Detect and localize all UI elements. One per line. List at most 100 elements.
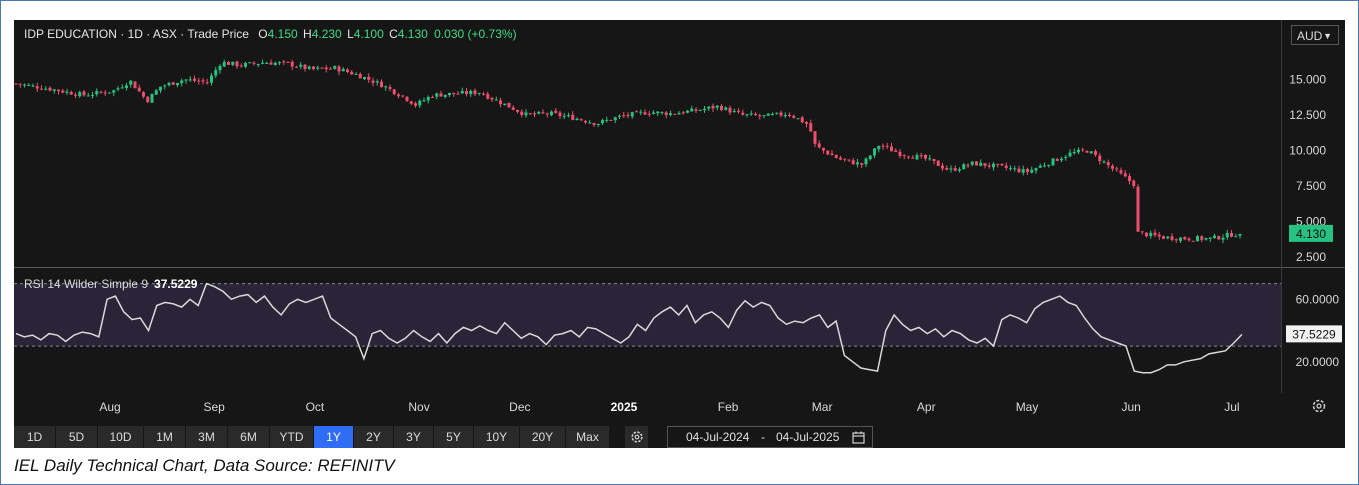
timeframe-button-1d[interactable]: 1D (14, 426, 56, 448)
candle (554, 108, 558, 114)
candle (524, 109, 528, 118)
candle (669, 110, 672, 117)
candle (91, 91, 94, 99)
candle (244, 61, 247, 69)
date-to[interactable]: 04-Jul-2025 (776, 430, 840, 444)
timeframe-button-1y[interactable]: 1Y (314, 426, 354, 448)
legend-open-label: O (258, 27, 268, 41)
rsi-chart[interactable]: 60.0000 20.0000 37.5229 (14, 268, 1345, 393)
x-tick-label: Feb (718, 400, 739, 414)
candle (116, 86, 120, 92)
timeframe-button-3m[interactable]: 3M (186, 426, 228, 448)
calendar-icon[interactable] (852, 431, 865, 444)
candle (99, 90, 103, 94)
timeframe-button-10d[interactable]: 10D (98, 426, 144, 448)
timeframe-button-max[interactable]: Max (566, 426, 610, 448)
timeframe-button-ytd[interactable]: YTD (270, 426, 314, 448)
candle (575, 117, 579, 121)
candle (1055, 157, 1059, 162)
candle (520, 109, 524, 118)
candle (261, 59, 264, 65)
currency-button[interactable]: AUD ▼ (1291, 25, 1339, 45)
candle (647, 111, 651, 117)
candle (388, 84, 392, 92)
chart-settings-button[interactable] (625, 426, 649, 448)
timeframe-button-5d[interactable]: 5D (56, 426, 98, 448)
candle (1085, 150, 1089, 153)
legend-close-label: C (389, 27, 398, 41)
candle (367, 73, 371, 83)
timeframe-button-3y[interactable]: 3Y (394, 426, 434, 448)
candle (945, 165, 949, 171)
candle (439, 90, 443, 97)
candle (762, 115, 766, 119)
candle (256, 63, 260, 68)
candle (303, 64, 307, 72)
candle (112, 89, 116, 97)
timeframe-toolbar: 04-Jul-2024 - 04-Jul-2025 1D 5D 10D 1M 3M 6M Y… (14, 423, 1345, 448)
candle (558, 110, 562, 119)
candle (290, 59, 294, 71)
candle (715, 105, 719, 111)
candle (843, 158, 847, 162)
pane-divider[interactable] (14, 267, 1345, 268)
candle (1234, 233, 1238, 238)
candle (176, 82, 179, 88)
timeframe-button-5y[interactable]: 5Y (434, 426, 474, 448)
candle (397, 92, 400, 99)
candle (218, 64, 222, 74)
candle (1051, 158, 1055, 166)
date-range-picker[interactable]: 04-Jul-2024 - 04-Jul-2025 (667, 426, 873, 448)
candle (826, 150, 830, 156)
candle (358, 72, 362, 79)
candle (630, 111, 634, 119)
candle (214, 66, 218, 79)
candle (61, 88, 65, 94)
timeframe-button-6m[interactable]: 6M (228, 426, 270, 448)
candle (643, 109, 647, 115)
timeframe-button-20y[interactable]: 20Y (520, 426, 566, 448)
timeframe-button-10y[interactable]: 10Y (474, 426, 520, 448)
candle (605, 116, 609, 123)
price-pane[interactable]: 15.000 12.500 10.000 7.500 5.000 2.500 4.130 … (14, 20, 1345, 267)
candle (443, 94, 447, 99)
candle (545, 112, 549, 118)
candle (431, 95, 434, 99)
candle (1238, 233, 1242, 239)
candle (422, 97, 426, 102)
candle (567, 112, 570, 118)
candle (703, 105, 706, 113)
candle (95, 88, 99, 97)
reset-axis-icon[interactable] (1311, 398, 1327, 414)
candle (78, 90, 82, 98)
candle (23, 83, 26, 88)
time-axis[interactable]: Aug Sep Oct Nov Dec 2025 Feb Mar Apr May Jun Jul (14, 393, 1345, 423)
rsi-last-label: 37.5229 (1292, 327, 1336, 341)
candle (1060, 156, 1063, 163)
rsi-legend-value: 37.5229 (154, 277, 198, 291)
candle (1077, 147, 1080, 155)
candle (371, 77, 375, 87)
timeframe-button-1m[interactable]: 1M (144, 426, 186, 448)
candle (363, 76, 366, 81)
candle (265, 61, 269, 64)
candle (465, 87, 468, 97)
candle (125, 82, 128, 91)
candle (758, 113, 762, 120)
date-from[interactable]: 04-Jul-2024 (686, 430, 750, 444)
candle (983, 163, 987, 169)
x-tick-label: May (1016, 400, 1039, 414)
candle (184, 79, 188, 84)
candle (698, 109, 702, 111)
candle (384, 85, 388, 91)
gear-icon (630, 431, 643, 443)
candle (932, 158, 936, 165)
candle (103, 90, 107, 96)
timeframe-button-2y[interactable]: 2Y (354, 426, 394, 448)
candle (800, 115, 804, 124)
rsi-pane[interactable]: 60.0000 20.0000 37.5229 RSI 14 Wilder Sim… (14, 268, 1345, 393)
candle (592, 122, 596, 127)
candle (533, 111, 536, 118)
candle (1000, 163, 1004, 167)
